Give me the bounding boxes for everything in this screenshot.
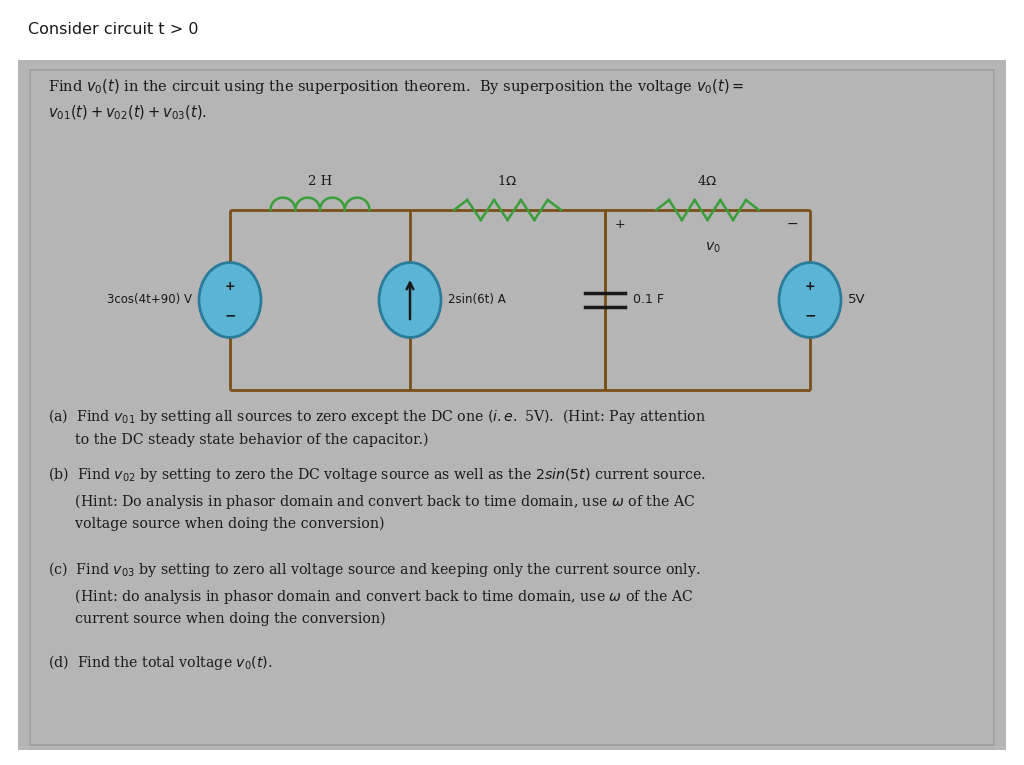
Text: +: + (615, 217, 626, 230)
Ellipse shape (779, 262, 841, 337)
Text: (c)  Find $v_{03}$ by setting to zero all voltage source and keeping only the cu: (c) Find $v_{03}$ by setting to zero all… (48, 560, 700, 627)
FancyBboxPatch shape (30, 70, 994, 745)
Text: +: + (805, 281, 815, 294)
Ellipse shape (199, 262, 261, 337)
Text: 5V: 5V (848, 294, 865, 307)
Text: 0.1 F: 0.1 F (633, 294, 664, 307)
Text: −: − (786, 217, 798, 231)
Text: (d)  Find the total voltage $v_0(t)$.: (d) Find the total voltage $v_0(t)$. (48, 653, 272, 672)
Ellipse shape (379, 262, 441, 337)
FancyBboxPatch shape (0, 0, 1024, 60)
Text: (b)  Find $v_{02}$ by setting to zero the DC voltage source as well as the $2sin: (b) Find $v_{02}$ by setting to zero the… (48, 465, 706, 532)
Text: 2 H: 2 H (308, 175, 332, 188)
Text: Consider circuit t > 0: Consider circuit t > 0 (28, 22, 199, 37)
Text: −: − (224, 308, 236, 322)
Text: Find $v_0(t)$ in the circuit using the superposition theorem.  By superposition : Find $v_0(t)$ in the circuit using the s… (48, 77, 744, 122)
FancyBboxPatch shape (18, 15, 1006, 750)
Text: 3cos(4t+90) V: 3cos(4t+90) V (106, 294, 193, 307)
Text: −: − (804, 308, 816, 322)
Text: (a)  Find $v_{01}$ by setting all sources to zero except the DC one $(i.e.$ 5V$): (a) Find $v_{01}$ by setting all sources… (48, 407, 706, 447)
Text: 1$\Omega$: 1$\Omega$ (498, 174, 517, 188)
Text: $v_0$: $v_0$ (705, 241, 720, 256)
Text: 2sin(6t) A: 2sin(6t) A (447, 294, 506, 307)
Text: +: + (224, 281, 236, 294)
Text: 4$\Omega$: 4$\Omega$ (697, 174, 718, 188)
